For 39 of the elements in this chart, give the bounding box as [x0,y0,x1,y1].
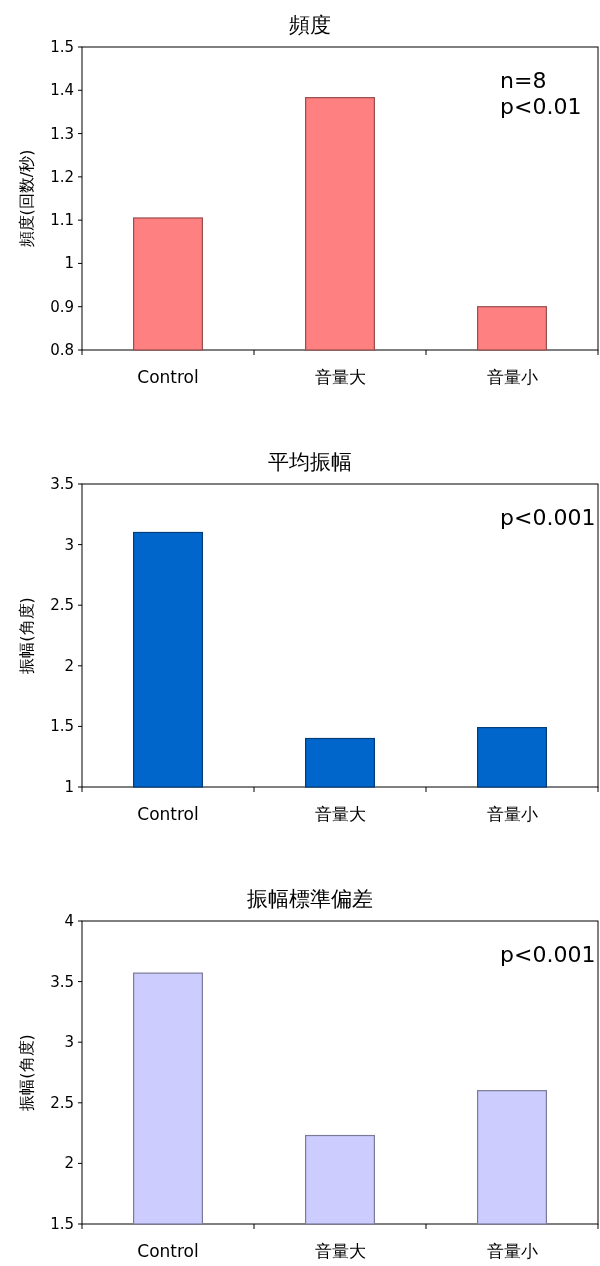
y-tick-label: 1.5 [50,38,74,56]
y-tick-label: 2 [64,1154,74,1173]
annotation: p<0.01 [500,94,582,119]
y-axis-title: 振幅(角度) [17,1034,36,1111]
y-tick-label: 1 [64,254,74,273]
y-tick-label: 2 [64,656,74,675]
y-tick-label: 1 [64,778,74,796]
y-tick-label: 3.5 [50,475,74,493]
y-tick-label: 3.5 [50,972,74,991]
y-tick-label: 3 [64,535,74,554]
y-tick-label: 3 [64,1033,74,1052]
x-tick-label: Control [137,1241,199,1261]
chart-title: 頻度 [289,13,331,37]
y-tick-label: 1.5 [50,717,74,736]
annotation: p<0.001 [500,505,596,530]
y-axis-title: 頻度(回数/秒) [17,149,36,248]
y-tick-label: 0.8 [50,341,74,359]
chart-title: 平均振幅 [268,450,352,474]
y-tick-label: 2.5 [50,596,74,615]
x-tick-label: 音量大 [314,367,366,387]
y-tick-label: 1.1 [50,211,74,230]
y-tick-label: 0.9 [50,297,74,316]
y-tick-label: 1.2 [50,167,74,186]
annotation: p<0.001 [500,942,596,967]
x-tick-label: Control [137,367,199,387]
y-tick-label: 1.5 [50,1215,74,1233]
y-axis-title: 振幅(角度) [17,597,36,674]
y-tick-label: 1.4 [50,81,74,100]
x-tick-label: 音量小 [486,804,538,824]
x-tick-label: 音量大 [314,804,366,824]
y-tick-label: 4 [64,912,74,930]
y-tick-label: 2.5 [50,1093,74,1112]
chart-title: 振幅標準偏差 [247,887,373,911]
x-tick-label: Control [137,804,199,824]
y-tick-label: 1.3 [50,124,74,143]
annotation: n=8 [500,68,547,93]
x-tick-label: 音量小 [486,367,538,387]
x-tick-label: 音量大 [314,1241,366,1261]
x-tick-label: 音量小 [486,1241,538,1261]
